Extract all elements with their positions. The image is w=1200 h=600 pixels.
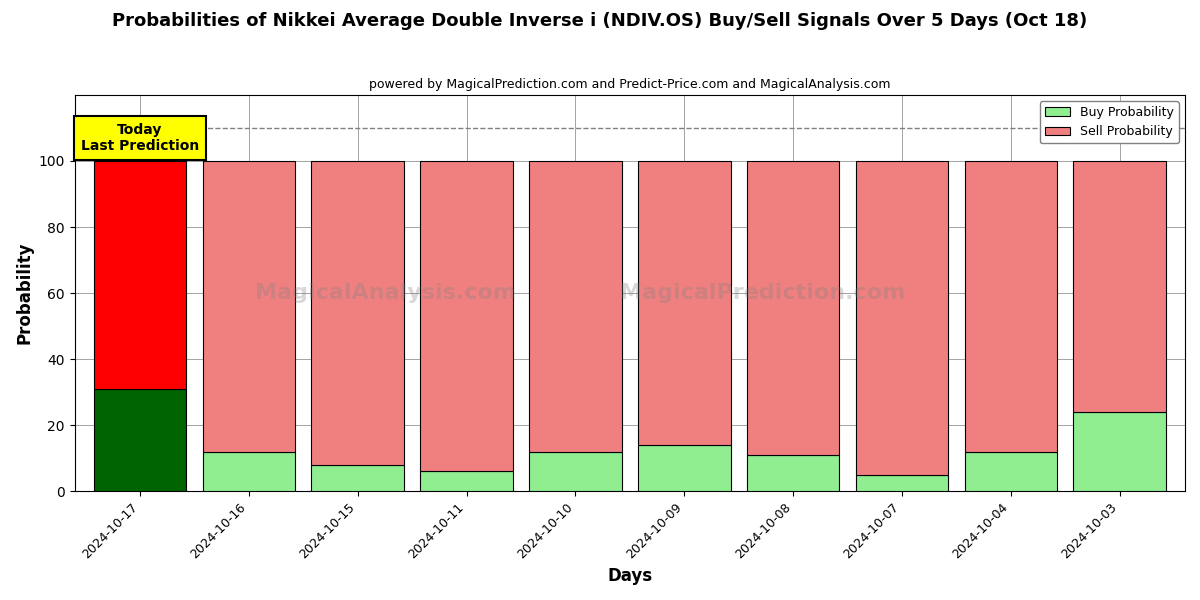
Bar — [746, 161, 839, 455]
Bar — [94, 389, 186, 491]
Bar — [638, 161, 731, 445]
Title: powered by MagicalPrediction.com and Predict-Price.com and MagicalAnalysis.com: powered by MagicalPrediction.com and Pre… — [370, 78, 890, 91]
Bar — [856, 475, 948, 491]
Bar — [1074, 412, 1166, 491]
Bar — [420, 161, 512, 472]
Bar — [746, 455, 839, 491]
Bar — [312, 465, 404, 491]
Bar — [420, 472, 512, 491]
Text: MagicalAnalysis.com: MagicalAnalysis.com — [254, 283, 516, 303]
Bar — [965, 161, 1057, 452]
Bar — [1074, 161, 1166, 412]
Bar — [312, 161, 404, 465]
Legend: Buy Probability, Sell Probability: Buy Probability, Sell Probability — [1040, 101, 1178, 143]
X-axis label: Days: Days — [607, 567, 653, 585]
Bar — [529, 452, 622, 491]
Bar — [529, 161, 622, 452]
Text: Probabilities of Nikkei Average Double Inverse i (NDIV.OS) Buy/Sell Signals Over: Probabilities of Nikkei Average Double I… — [113, 12, 1087, 30]
Y-axis label: Probability: Probability — [16, 242, 34, 344]
Bar — [203, 161, 295, 452]
Bar — [856, 161, 948, 475]
Bar — [203, 452, 295, 491]
Bar — [965, 452, 1057, 491]
Bar — [638, 445, 731, 491]
Bar — [94, 161, 186, 389]
Text: Today
Last Prediction: Today Last Prediction — [80, 123, 199, 153]
Text: MagicalPrediction.com: MagicalPrediction.com — [620, 283, 906, 303]
